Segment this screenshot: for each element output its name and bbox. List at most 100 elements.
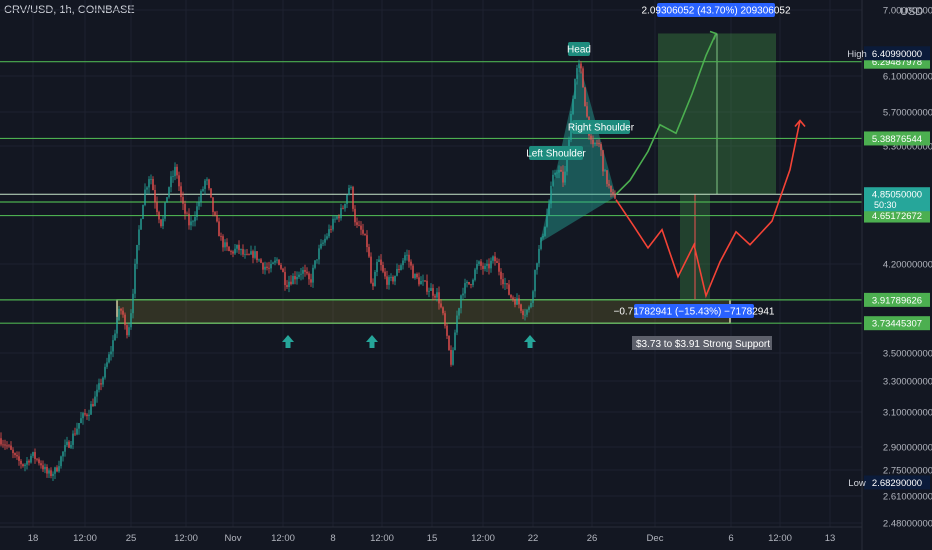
candle-body bbox=[444, 313, 446, 326]
candle-body bbox=[572, 98, 574, 114]
candle-body bbox=[146, 187, 148, 190]
candle-body bbox=[118, 308, 120, 321]
candle-body bbox=[534, 269, 536, 292]
candle-body bbox=[64, 445, 66, 452]
candle-body bbox=[176, 166, 178, 176]
candle-body bbox=[248, 254, 250, 256]
candle-body bbox=[304, 270, 306, 272]
time-tick-label: 13 bbox=[825, 533, 836, 544]
candle-body bbox=[554, 172, 556, 175]
candle-body bbox=[38, 459, 40, 464]
zones bbox=[0, 33, 862, 324]
candle-body bbox=[14, 453, 16, 456]
candle-body bbox=[386, 276, 388, 285]
candle-body bbox=[374, 272, 376, 287]
candle-body bbox=[396, 268, 398, 276]
candle-body bbox=[278, 259, 280, 265]
candle-body bbox=[182, 197, 184, 204]
candle-body bbox=[536, 263, 538, 270]
candle-body bbox=[430, 288, 432, 291]
candle-body bbox=[144, 189, 146, 206]
candle-body bbox=[74, 433, 76, 435]
left-shoulder-label-bg bbox=[529, 146, 583, 160]
candle-body bbox=[96, 389, 98, 397]
candle-body bbox=[228, 246, 230, 252]
candle-body bbox=[116, 320, 118, 334]
candle-body bbox=[296, 276, 298, 280]
candle-body bbox=[596, 142, 598, 144]
candle-body bbox=[524, 314, 526, 316]
level-price-tag-bg bbox=[864, 316, 930, 331]
candle-body bbox=[494, 256, 496, 262]
time-tick-label: 12:00 bbox=[471, 533, 495, 544]
candle-body bbox=[614, 194, 616, 199]
support-bounce-arrow-icon bbox=[282, 335, 294, 348]
price-tick-label: 5.30000000 bbox=[883, 142, 932, 153]
candle-body bbox=[384, 271, 386, 277]
candle-body bbox=[86, 414, 88, 417]
candle-body bbox=[270, 263, 272, 269]
candle-body bbox=[552, 174, 554, 186]
candle-body bbox=[30, 455, 32, 463]
candle-body bbox=[388, 277, 390, 285]
candle-body bbox=[124, 314, 126, 326]
candle-body bbox=[558, 169, 560, 173]
candle-body bbox=[350, 187, 352, 188]
candle-body bbox=[56, 467, 58, 472]
level-price-tag-bg bbox=[864, 292, 930, 307]
head-label: Head bbox=[567, 45, 591, 56]
candle-body bbox=[32, 452, 34, 456]
candle-body bbox=[46, 466, 48, 474]
candle-body bbox=[154, 189, 156, 203]
candle-body bbox=[48, 470, 50, 474]
currency-label[interactable]: USD bbox=[900, 6, 924, 18]
candle-body bbox=[240, 249, 242, 251]
candle-body bbox=[544, 226, 546, 236]
candle-body bbox=[206, 179, 208, 181]
time-tick-label: 25 bbox=[126, 533, 137, 544]
candle-body bbox=[288, 281, 290, 287]
candle-body bbox=[550, 185, 552, 204]
candle-body bbox=[216, 215, 218, 222]
candle-body bbox=[380, 259, 382, 265]
candle-body bbox=[114, 333, 116, 341]
candle-body bbox=[18, 456, 20, 461]
candle-body bbox=[28, 460, 30, 463]
candle-body bbox=[454, 332, 456, 351]
candle-body bbox=[404, 255, 406, 261]
candle-body bbox=[492, 256, 494, 261]
candle-body bbox=[244, 253, 246, 255]
candle-body bbox=[292, 276, 294, 285]
candle-body bbox=[254, 251, 256, 258]
candle-body bbox=[452, 350, 454, 365]
candle-body bbox=[190, 221, 192, 226]
candle-body bbox=[546, 214, 548, 227]
candle-body bbox=[410, 261, 412, 266]
candle-body bbox=[276, 259, 278, 261]
support-bounce-arrow-icon bbox=[524, 335, 536, 348]
candle-body bbox=[242, 249, 244, 255]
high-price-tag: 6.40990000 bbox=[872, 49, 922, 60]
candle-body bbox=[372, 282, 374, 287]
candle-body bbox=[584, 87, 586, 107]
candle-body bbox=[0, 438, 2, 445]
candle-body bbox=[344, 203, 346, 209]
candle-body bbox=[16, 455, 18, 457]
candle-body bbox=[356, 222, 358, 225]
price-tick-label: 2.48000000 bbox=[883, 519, 932, 530]
low-price-tag: 2.68290000 bbox=[872, 478, 922, 489]
candle-body bbox=[106, 362, 108, 367]
candle-body bbox=[44, 466, 46, 470]
candle-body bbox=[212, 197, 214, 213]
candle-body bbox=[90, 404, 92, 415]
candle-body bbox=[310, 279, 312, 283]
candle-body bbox=[306, 271, 308, 274]
candle-body bbox=[582, 68, 584, 88]
candle-body bbox=[84, 413, 86, 415]
candle-body bbox=[108, 354, 110, 363]
candle-body bbox=[204, 180, 206, 189]
candle-body bbox=[158, 212, 160, 220]
candle-body bbox=[178, 175, 180, 187]
